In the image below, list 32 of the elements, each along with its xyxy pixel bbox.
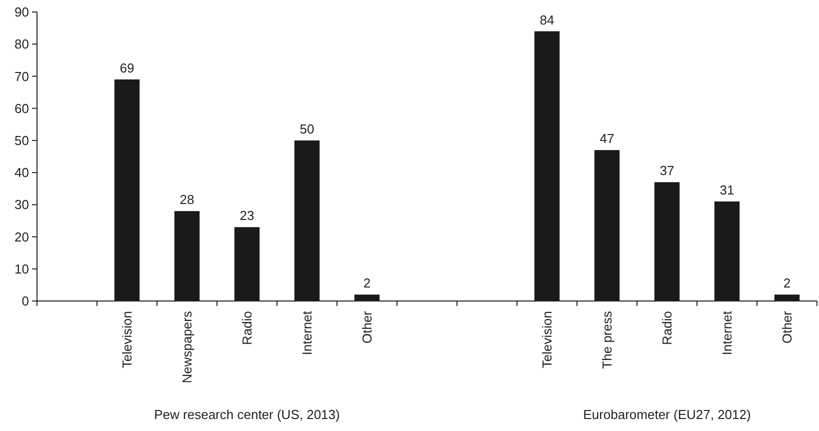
x-tick-label: Internet bbox=[300, 310, 315, 356]
x-tick-label: Other bbox=[360, 310, 375, 344]
y-tick-label: 70 bbox=[14, 68, 29, 84]
y-tick-label: 80 bbox=[14, 36, 29, 52]
x-tick-label: The press bbox=[600, 310, 615, 369]
x-tick-label: Other bbox=[780, 310, 795, 344]
data-label: 47 bbox=[600, 131, 614, 146]
x-tick-label: Radio bbox=[240, 311, 255, 345]
data-label: 2 bbox=[363, 276, 371, 291]
y-tick-label: 60 bbox=[14, 100, 29, 116]
x-tick-label: Internet bbox=[720, 310, 735, 356]
data-label: 50 bbox=[300, 121, 314, 136]
y-tick-label: 0 bbox=[22, 294, 29, 309]
x-tick-label: Radio bbox=[660, 311, 675, 345]
data-label: 2 bbox=[783, 276, 791, 291]
y-tick-label: 30 bbox=[14, 197, 29, 212]
data-label: 28 bbox=[180, 192, 194, 208]
data-label: 23 bbox=[240, 208, 254, 224]
data-label: 69 bbox=[120, 60, 134, 76]
y-tick-label: 90 bbox=[14, 4, 29, 20]
x-tick-label: Television bbox=[540, 311, 555, 368]
data-label: 84 bbox=[540, 12, 554, 28]
x-tick-label: Newspapers bbox=[180, 310, 195, 384]
y-tick-label: 10 bbox=[14, 261, 29, 276]
y-tick-label: 20 bbox=[14, 229, 29, 244]
data-label: 37 bbox=[660, 163, 674, 178]
y-tick-label: 40 bbox=[14, 165, 29, 180]
data-label: 31 bbox=[720, 182, 734, 198]
text: Pew research center (US, 2013) bbox=[154, 407, 340, 422]
text: Eurobarometer (EU27, 2012) bbox=[583, 407, 751, 422]
x-tick-label: Television bbox=[120, 311, 135, 368]
y-tick-label: 50 bbox=[14, 132, 29, 148]
